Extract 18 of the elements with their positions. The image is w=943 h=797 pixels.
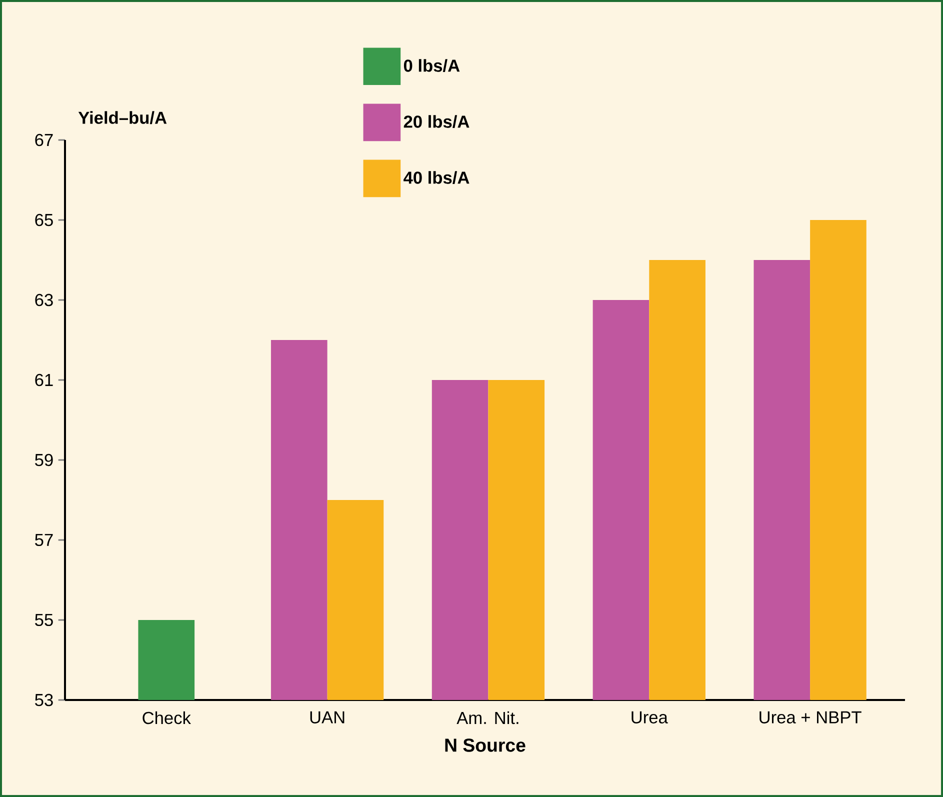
x-tick-label: Urea + NBPT — [760, 711, 862, 724]
y-tick-label: 65 — [35, 214, 53, 226]
y-tick-label: 61 — [35, 374, 53, 386]
y-tick-label: 67 — [35, 134, 53, 146]
x-tick-label: UAN — [310, 711, 344, 724]
x-tick-label: Urea — [632, 711, 668, 724]
y-tick-label: 59 — [35, 454, 53, 466]
x-tick-label: Am. Nit. — [456, 711, 518, 724]
y-tick-label: 63 — [35, 294, 53, 306]
y-tick-label: 53 — [35, 694, 53, 706]
x-tick-label: Check — [142, 711, 191, 724]
legend-label: 20 lbs/A — [404, 115, 470, 128]
legend-label: 0 lbs/A — [404, 59, 460, 72]
legend-label: 40 lbs/A — [404, 171, 470, 184]
x-axis-title: N Source — [445, 738, 526, 752]
y-axis-title: Yield–bu/A — [78, 111, 167, 124]
y-tick-label: 57 — [35, 534, 53, 546]
y-tick-label: 55 — [35, 614, 53, 626]
